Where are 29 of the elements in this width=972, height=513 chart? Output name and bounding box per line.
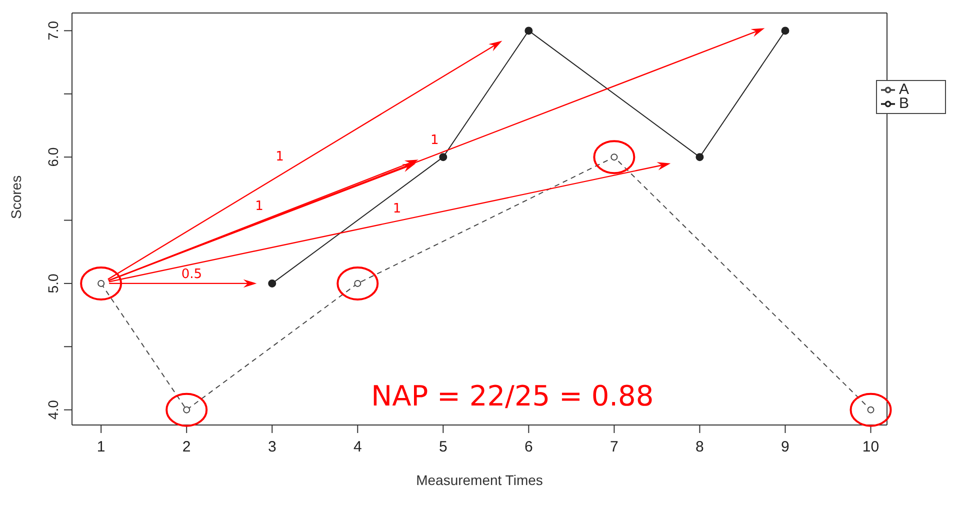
y-tick-label: 7.0 [45,20,61,40]
x-tick-label: 4 [353,438,362,456]
x-tick-label: 10 [862,438,880,456]
y-tick-label: 4.0 [45,400,61,420]
y-tick-label: 5.0 [45,274,61,294]
x-tick-label: 3 [268,438,276,456]
x-tick-label: 8 [696,438,704,456]
x-tick-label: 6 [524,438,533,456]
x-tick-label: 9 [781,438,790,456]
y-axis-title: Scores [8,175,24,219]
x-tick-label: 2 [182,438,191,456]
point [696,153,704,162]
annotation: 1 [255,198,264,214]
legend-label: A [899,81,910,98]
annotation: 1 [276,150,284,165]
legend-label: B [899,95,910,112]
x-tick-label: 7 [610,438,618,456]
annotation: 1 [392,201,402,216]
y-tick-label: 6.0 [45,147,61,167]
point [524,26,533,35]
annotation: NAP = 22/25 = 0.88 [371,379,654,412]
annotation: 1 [430,133,439,148]
x-tick-label: 1 [96,438,106,456]
annotation: 0.5 [181,267,202,282]
point [268,279,276,288]
point [781,26,790,35]
x-tick-label: 5 [438,438,448,456]
x-axis-title: Measurement Times [416,472,543,488]
point [439,153,448,162]
